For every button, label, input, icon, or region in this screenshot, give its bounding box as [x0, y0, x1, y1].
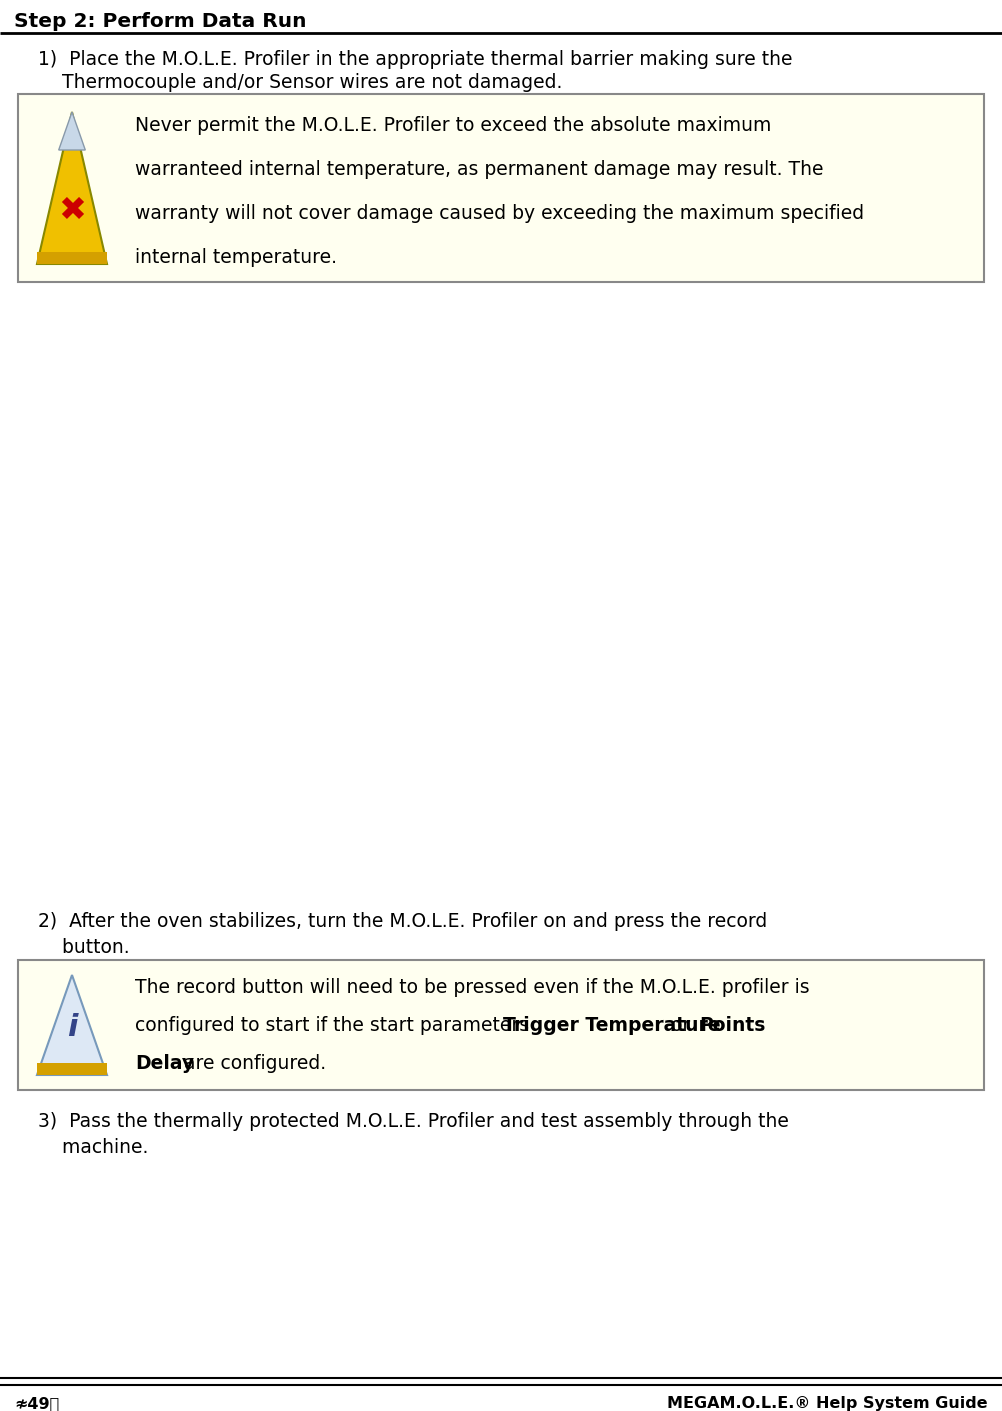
Text: Trigger Temperature: Trigger Temperature — [503, 1016, 720, 1036]
Text: warranteed internal temperature, as permanent damage may result. The: warranteed internal temperature, as perm… — [135, 159, 824, 179]
Text: configured to start if the start parameters: configured to start if the start paramet… — [135, 1016, 535, 1036]
FancyBboxPatch shape — [18, 95, 984, 282]
Text: 3)  Pass the thermally protected M.O.L.E. Profiler and test assembly through the: 3) Pass the thermally protected M.O.L.E.… — [38, 1112, 789, 1132]
Text: i: i — [67, 1013, 77, 1043]
Text: ≉49⑉: ≉49⑉ — [14, 1395, 59, 1411]
Text: MEGAM.O.L.E.® Help System Guide: MEGAM.O.L.E.® Help System Guide — [667, 1395, 988, 1411]
FancyBboxPatch shape — [37, 1062, 107, 1075]
Text: Points: Points — [699, 1016, 766, 1036]
Text: warranty will not cover damage caused by exceeding the maximum specified: warranty will not cover damage caused by… — [135, 205, 864, 223]
Polygon shape — [59, 111, 85, 150]
Text: button.: button. — [38, 938, 129, 957]
Polygon shape — [37, 111, 107, 264]
Text: machine.: machine. — [38, 1139, 148, 1157]
Text: 2)  After the oven stabilizes, turn the M.O.L.E. Profiler on and press the recor: 2) After the oven stabilizes, turn the M… — [38, 912, 768, 931]
FancyBboxPatch shape — [18, 959, 984, 1091]
Text: or: or — [665, 1016, 696, 1036]
Text: Delay: Delay — [135, 1054, 194, 1072]
Text: Step 2: Perform Data Run: Step 2: Perform Data Run — [14, 13, 307, 31]
Text: ✖: ✖ — [58, 195, 86, 227]
Text: 1)  Place the M.O.L.E. Profiler in the appropriate thermal barrier making sure t: 1) Place the M.O.L.E. Profiler in the ap… — [38, 49, 793, 69]
Text: Never permit the M.O.L.E. Profiler to exceed the absolute maximum: Never permit the M.O.L.E. Profiler to ex… — [135, 116, 772, 135]
Polygon shape — [37, 975, 107, 1075]
Text: The record button will need to be pressed even if the M.O.L.E. profiler is: The record button will need to be presse… — [135, 978, 810, 998]
Text: internal temperature.: internal temperature. — [135, 248, 337, 267]
Text: Thermocouple and/or Sensor wires are not damaged.: Thermocouple and/or Sensor wires are not… — [38, 73, 562, 92]
Text: are configured.: are configured. — [177, 1054, 326, 1072]
FancyBboxPatch shape — [37, 253, 107, 264]
